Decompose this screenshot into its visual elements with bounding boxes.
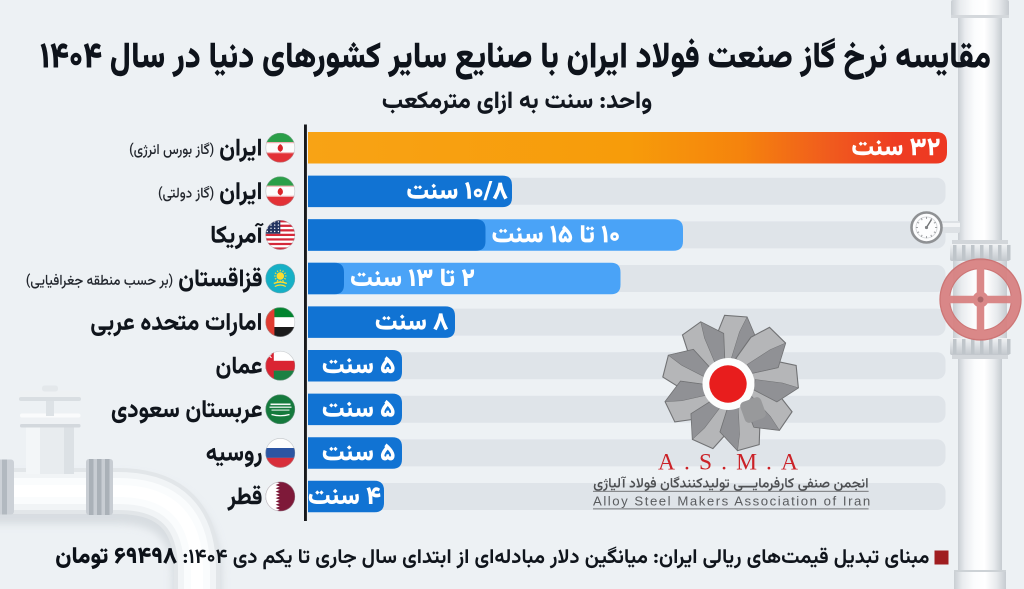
svg-text:A . S . M . A: A . S . M . A: [658, 450, 800, 476]
svg-text:Alloy Steel Makers Association: Alloy Steel Makers Association of Iran: [593, 494, 872, 509]
